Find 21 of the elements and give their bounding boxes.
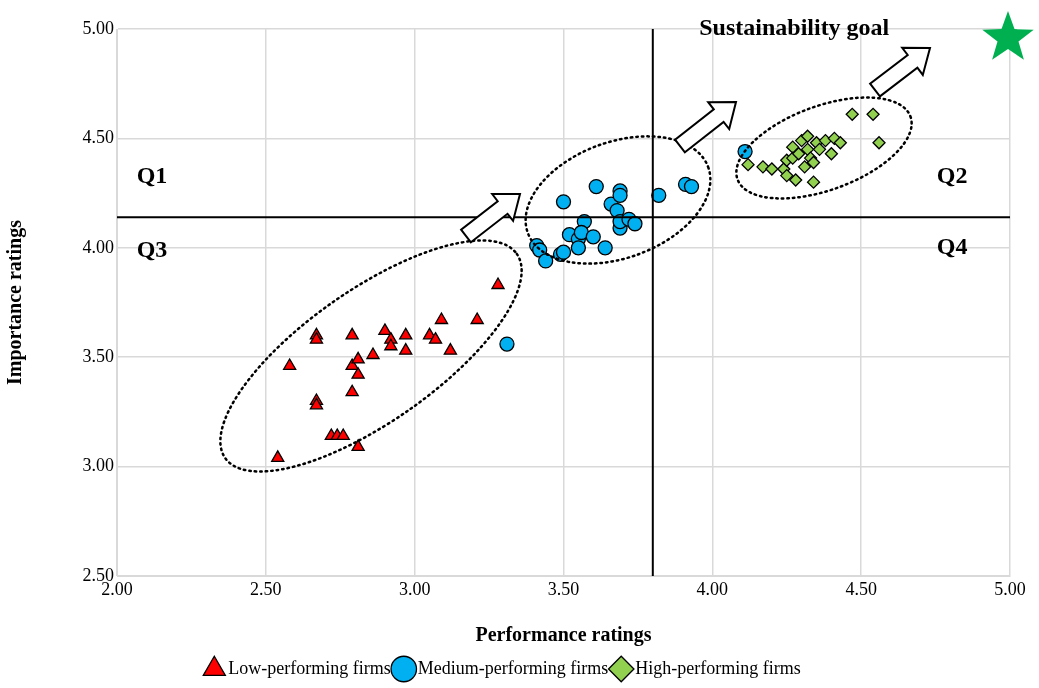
legend-label: Low-performing firms <box>228 657 391 678</box>
annotation: Q3 <box>136 235 168 262</box>
annotation: Q4 <box>936 233 968 259</box>
y-tick-label: 3.50 <box>82 345 114 366</box>
annotation: Sustainability goal <box>699 14 890 41</box>
x-tick-label: 3.50 <box>547 578 580 599</box>
legend-label: High-performing firms <box>635 657 801 678</box>
x-tick-label: 2.50 <box>250 578 282 599</box>
x-tick-label: 5.00 <box>994 578 1026 599</box>
annotation: Q2 <box>936 161 968 188</box>
y-tick-label: 3.00 <box>82 455 114 476</box>
x-tick-label: 3.00 <box>398 578 431 599</box>
x-tick-label: 4.50 <box>845 578 877 599</box>
y-tick-label: 4.50 <box>82 127 114 148</box>
x-tick-label: 4.00 <box>696 578 729 599</box>
y-tick-label: 5.00 <box>82 17 114 38</box>
y-tick-label: 4.00 <box>82 236 114 257</box>
annotation: Q1 <box>136 161 168 188</box>
y-axis-title: Importance ratings <box>3 219 27 385</box>
x-axis-title: Performance ratings <box>475 623 652 647</box>
legend-label: Medium-performing firms <box>417 657 609 678</box>
